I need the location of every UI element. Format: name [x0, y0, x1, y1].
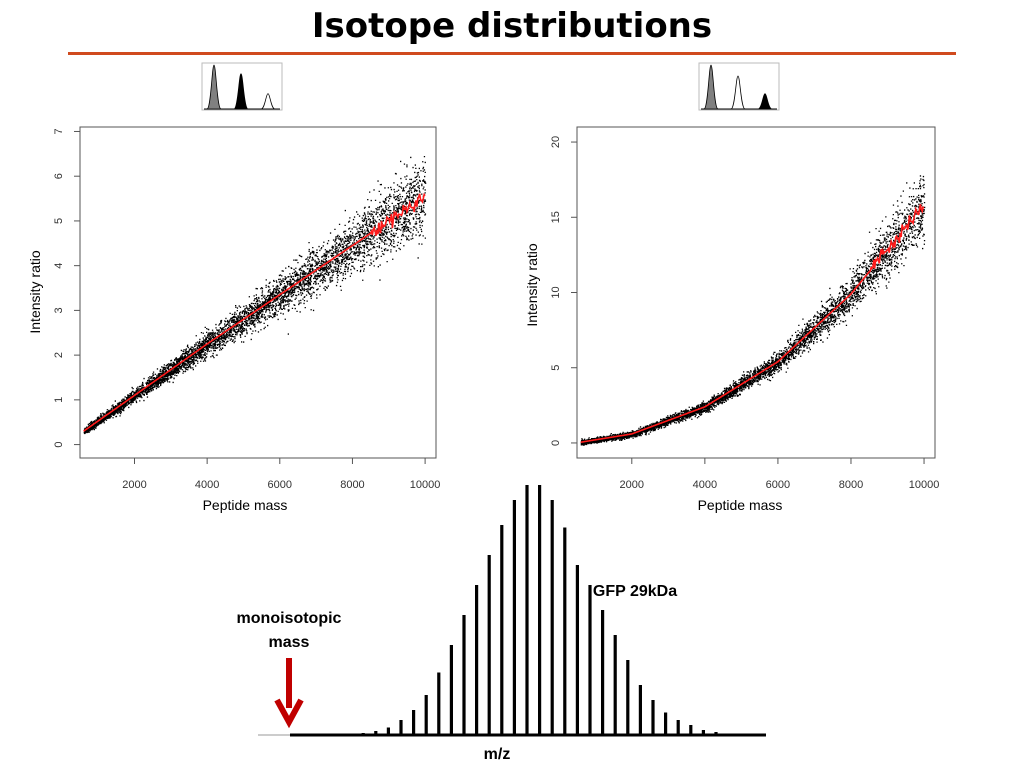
plot-frame	[576, 126, 936, 459]
fit-line	[83, 192, 426, 432]
y-tick-label: 20	[550, 136, 562, 148]
isotope-inset-right	[698, 62, 780, 111]
y-tick-label: 5	[53, 218, 65, 224]
inset-peak	[233, 73, 249, 110]
inset-peak	[260, 93, 276, 110]
x-tick-label: 10000	[909, 479, 940, 491]
scatter-chart-quadratic: 2000 4000 6000 8000 10000 0 5 10 15 20 Peptide ma…	[524, 126, 939, 513]
title-rule	[68, 52, 956, 55]
y-tick: 1	[53, 397, 80, 403]
arrow-icon	[274, 658, 304, 729]
x-tick-label: 2000	[122, 479, 146, 491]
x-tick: 4000	[195, 458, 219, 491]
scatter-chart-linear: 2000 4000 6000 8000 10000 0 1 2 3 4 5 6 7 Peptide ma…	[27, 126, 440, 513]
y-tick-label: 0	[550, 440, 562, 446]
y-tick: 10	[550, 286, 577, 299]
y-tick: 4	[53, 263, 80, 269]
annotation-line-2: mass	[269, 634, 310, 651]
isotope-inset-left	[201, 62, 283, 111]
y-axis-label: Intensity ratio	[524, 243, 540, 326]
x-tick: 2000	[620, 458, 644, 491]
y-tick-label: 7	[53, 128, 65, 134]
x-tick-label: 2000	[620, 479, 644, 491]
y-tick: 5	[550, 365, 577, 371]
inset-peak	[703, 64, 719, 110]
plot-frame	[79, 126, 437, 459]
y-tick: 2	[53, 352, 80, 358]
x-tick: 10000	[909, 458, 940, 491]
page-title: Isotope distributions	[311, 6, 713, 46]
y-tick: 15	[550, 211, 577, 223]
annotation-line-1: monoisotopic	[237, 610, 342, 627]
y-tick-label: 3	[53, 307, 65, 313]
axes: 2000 4000 6000 8000 10000 0 5 10 15 20	[550, 136, 939, 491]
x-axis-label: Peptide mass	[203, 497, 288, 513]
y-tick: 3	[53, 307, 80, 313]
fit-line	[580, 204, 925, 443]
x-axis-label: Peptide mass	[698, 497, 783, 513]
y-tick-label: 1	[53, 397, 65, 403]
y-tick: 20	[550, 136, 577, 148]
x-tick: 10000	[410, 458, 441, 491]
x-tick: 8000	[839, 458, 863, 491]
y-tick-label: 10	[550, 286, 562, 298]
y-tick: 5	[53, 218, 80, 224]
series-label: GFP 29kDa	[593, 583, 677, 600]
x-tick: 2000	[122, 458, 147, 491]
point-cloud	[580, 175, 926, 446]
x-tick: 8000	[340, 458, 365, 491]
y-tick-label: 6	[53, 173, 65, 179]
x-tick-label: 6000	[268, 479, 292, 491]
y-tick-label: 0	[53, 442, 65, 448]
y-tick-label: 5	[550, 365, 562, 371]
scatter-points	[83, 156, 427, 435]
x-tick: 4000	[693, 458, 717, 491]
x-tick-label: 8000	[839, 479, 863, 491]
x-tick-label: 6000	[766, 479, 790, 491]
x-tick-label: 4000	[693, 479, 717, 491]
x-tick: 6000	[268, 458, 292, 491]
y-tick: 7	[53, 128, 80, 135]
x-tick-label: 4000	[195, 479, 219, 491]
y-tick-label: 4	[53, 263, 65, 269]
inset-peak	[206, 64, 222, 110]
y-tick: 0	[550, 440, 577, 446]
y-tick-label: 2	[53, 352, 65, 358]
x-tick: 6000	[766, 458, 790, 491]
y-tick-label: 15	[550, 211, 562, 223]
isotope-peaks	[336, 485, 743, 735]
inset-peak	[730, 75, 746, 110]
arrow-head	[274, 698, 304, 729]
x-tick-label: 10000	[410, 479, 441, 491]
x-axis-label: m/z	[484, 746, 511, 763]
inset-peak	[757, 93, 773, 110]
axes: 2000 4000 6000 8000 10000 0 1 2 3 4 5 6 7	[53, 128, 440, 491]
y-axis-label: Intensity ratio	[27, 250, 43, 333]
isotope-envelope-chart: GFP 29kDa monoisotopic mass m/z	[237, 485, 766, 763]
x-tick-label: 8000	[340, 479, 364, 491]
point-cloud	[83, 156, 427, 435]
y-tick: 0	[53, 442, 80, 448]
scatter-points	[580, 175, 926, 446]
y-tick: 6	[53, 173, 80, 179]
